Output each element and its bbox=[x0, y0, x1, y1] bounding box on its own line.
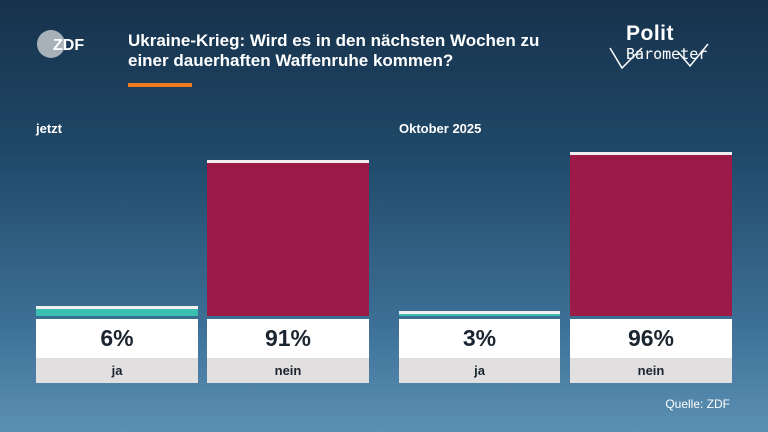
bar-jetzt-ja bbox=[36, 305, 198, 316]
chart-title: Ukraine-Krieg: Wird es in den nächsten W… bbox=[128, 31, 540, 70]
logo-barometer-text: Barometer bbox=[626, 45, 708, 63]
panel-label-jetzt: jetzt bbox=[36, 121, 62, 136]
politbarometer-logo: Polit Barometer bbox=[608, 22, 726, 72]
svg-text:ZDF: ZDF bbox=[53, 37, 84, 54]
value-label-oktober-ja: 3% bbox=[399, 319, 560, 358]
value-label-oktober-nein: 96% bbox=[570, 319, 732, 358]
bar-oktober-nein bbox=[570, 151, 732, 316]
logo-polit-text: Polit bbox=[626, 22, 674, 45]
value-label-jetzt-nein: 91% bbox=[207, 319, 369, 358]
zdf-logo: ZDF bbox=[36, 29, 96, 59]
panel-label-oktober: Oktober 2025 bbox=[399, 121, 482, 136]
source-note: Quelle: ZDF bbox=[665, 397, 730, 411]
category-label-jetzt-ja: ja bbox=[36, 358, 198, 383]
category-label-oktober-ja: ja bbox=[399, 358, 560, 383]
bar-jetzt-nein bbox=[207, 160, 369, 316]
title-accent-bar bbox=[128, 83, 192, 87]
value-label-jetzt-ja: 6% bbox=[36, 319, 198, 358]
category-label-oktober-nein: nein bbox=[570, 358, 732, 383]
bar-oktober-ja bbox=[399, 310, 560, 316]
category-label-jetzt-nein: nein bbox=[207, 358, 369, 383]
